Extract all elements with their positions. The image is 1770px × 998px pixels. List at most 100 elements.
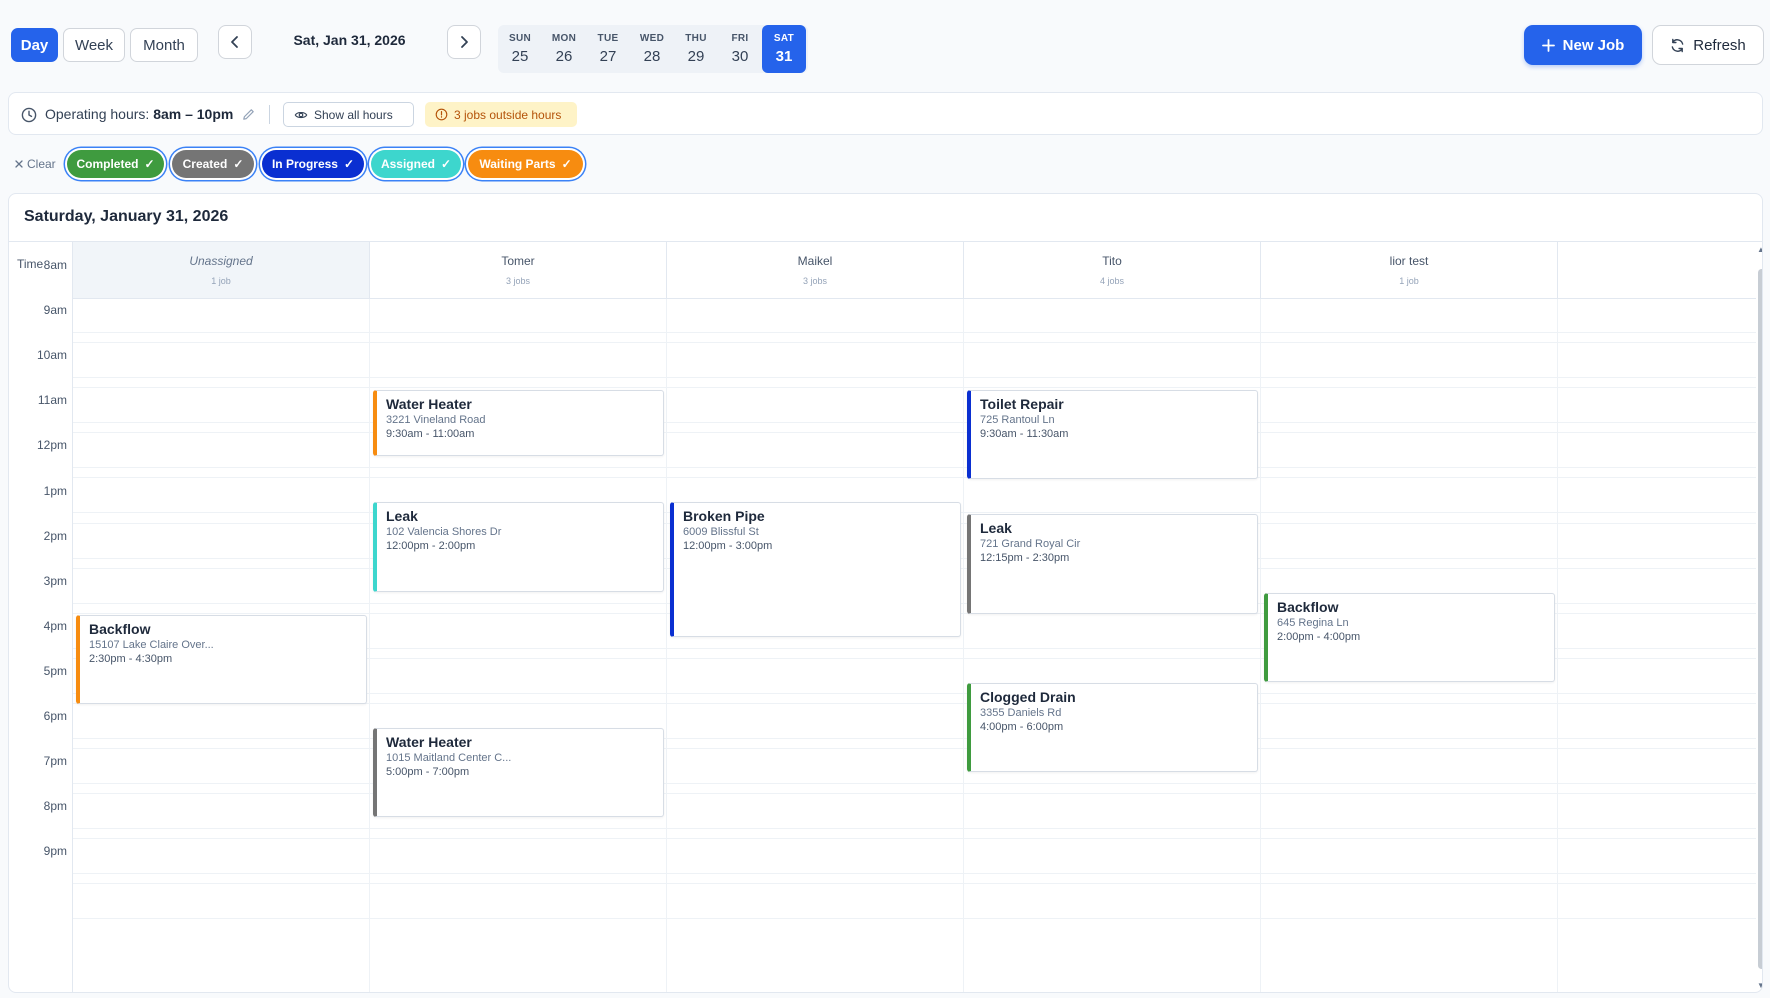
alert-circle-icon [435,108,448,121]
checkmark-icon: ✓ [440,157,452,171]
hour-gridline [73,432,1756,434]
job-time: 2:00pm - 4:00pm [1277,630,1361,643]
job-address: 3355 Daniels Rd [980,706,1062,719]
scroll-down-arrow-icon[interactable]: ▼ [1757,982,1762,990]
job-title: Water Heater [386,395,472,412]
hour-gridline [73,387,1756,389]
column-name: lior test [1389,254,1429,268]
job-title: Water Heater [386,733,472,750]
column-name: Tomer [501,254,535,268]
job-card[interactable]: Backflow 15107 Lake Claire Over... 2:30pm … [76,615,367,705]
job-title: Leak [980,519,1012,536]
checkmark-icon: ✓ [343,157,355,171]
job-address: 6009 Blissful St [683,526,759,539]
previous-day-button[interactable] [218,25,252,59]
hour-gridline [73,692,1756,694]
day-of-week: SUN [508,33,531,44]
job-title: Backflow [89,621,151,638]
job-address: 645 Regina Ln [1277,616,1349,629]
status-filter-chip-waiting-parts[interactable]: Waiting Parts ✓ [468,150,583,178]
view-week-button[interactable]: Week [63,28,125,62]
hour-gridline [73,422,1756,424]
hour-gridline [73,342,1756,344]
status-filter-chip-completed[interactable]: Completed ✓ [67,150,164,178]
day-number: 28 [643,48,661,65]
outside-hours-badge[interactable]: 3 jobs outside hours [425,102,577,127]
job-card[interactable]: Leak 102 Valencia Shores Dr 12:00pm - 2:00… [373,502,664,592]
job-card[interactable]: Broken Pipe 6009 Blissful St 12:00pm - 3:0… [670,502,961,637]
clear-filters-button[interactable]: Clear [15,157,56,171]
chevron-right-icon [461,36,468,48]
vertical-scrollbar[interactable]: ▲ ▼ [1757,242,1762,992]
plus-icon [1541,38,1555,52]
refresh-button[interactable]: Refresh [1652,25,1764,65]
hour-gridline [73,838,1756,840]
job-time: 12:00pm - 2:00pm [386,540,476,553]
calendar-panel: Saturday, January 31, 2026 Time Unassign… [8,193,1763,993]
column-header-maikel: Maikel 3 jobs [667,242,964,298]
new-job-button[interactable]: New Job [1524,25,1642,65]
job-card[interactable]: Water Heater 1015 Maitland Center C... 5:0… [373,727,664,818]
operating-hours-label: Operating hours: [45,106,150,122]
day-cell-tue[interactable]: TUE 27 [586,25,630,73]
day-cell-thu[interactable]: THU 29 [674,25,718,73]
day-cell-wed[interactable]: WED 28 [630,25,674,73]
job-card[interactable]: Clogged Drain 3355 Daniels Rd 4:00pm - 6:0… [967,682,1258,772]
job-card[interactable]: Water Heater 3221 Vineland Road 9:30am - 1… [373,389,664,457]
divider [9,241,1762,242]
hour-label: 5pm [43,663,67,678]
show-all-hours-label: Show all hours [314,107,393,122]
job-time: 9:30am - 11:30am [980,427,1069,440]
column-job-count: 1 job [211,276,231,286]
hour-label: 4pm [43,618,67,633]
next-day-button[interactable] [447,25,481,59]
hour-label: 8am [43,258,67,272]
status-filter-chip-created[interactable]: Created ✓ [172,150,254,178]
day-cell-sat[interactable]: SAT 31 [762,25,806,73]
hour-gridline [73,783,1756,784]
chevron-left-icon [231,36,238,48]
view-day-button[interactable]: Day [11,28,58,62]
column-divider [369,298,370,992]
job-title: Clogged Drain [980,688,1076,705]
day-number: 31 [775,48,793,65]
day-number: 27 [599,48,617,65]
job-address: 725 Rantoul Ln [980,413,1055,426]
status-filter-chip-assigned[interactable]: Assigned ✓ [371,150,461,178]
job-address: 721 Grand Royal Cir [980,537,1081,550]
refresh-label: Refresh [1693,36,1746,54]
column-header-tomer: Tomer 3 jobs [370,242,667,298]
calendar-title: Saturday, January 31, 2026 [24,208,229,225]
divider [269,105,270,124]
pencil-icon[interactable] [241,107,256,122]
hour-gridline [73,332,1756,333]
job-address: 102 Valencia Shores Dr [386,526,502,539]
job-address: 3221 Vineland Road [386,413,486,426]
show-all-hours-button[interactable]: Show all hours [283,102,414,127]
hour-gridline [73,702,1756,704]
job-title: Broken Pipe [683,508,765,525]
chip-label: Waiting Parts [479,157,556,171]
scrollbar-thumb[interactable] [1758,269,1762,969]
hour-gridline [73,883,1756,885]
job-card[interactable]: Toilet Repair 725 Rantoul Ln 9:30am - 11:3… [967,389,1258,479]
checkmark-icon: ✓ [561,157,572,171]
column-job-count: 4 jobs [1099,276,1125,286]
job-card[interactable]: Leak 721 Grand Royal Cir 12:15pm - 2:30pm [967,513,1258,615]
new-job-label: New Job [1562,36,1625,54]
hour-gridline [73,737,1756,739]
chip-label: Completed [76,157,139,171]
view-month-button[interactable]: Month [130,28,198,62]
hour-label: 1pm [43,483,67,498]
day-number: 26 [555,48,573,65]
status-filter-chip-in-progress[interactable]: In Progress ✓ [262,150,364,178]
hour-gridline [73,748,1756,749]
day-cell-mon[interactable]: MON 26 [542,25,586,73]
job-card[interactable]: Backflow 645 Regina Ln 2:00pm - 4:00pm [1264,592,1555,682]
day-cell-fri[interactable]: FRI 30 [718,25,762,73]
hour-label: 10am [36,348,67,363]
day-cell-sun[interactable]: SUN 25 [498,25,542,73]
scroll-up-arrow-icon[interactable]: ▲ [1757,246,1762,254]
outside-hours-label: 3 jobs outside hours [454,107,562,122]
day-number: 29 [687,48,705,65]
